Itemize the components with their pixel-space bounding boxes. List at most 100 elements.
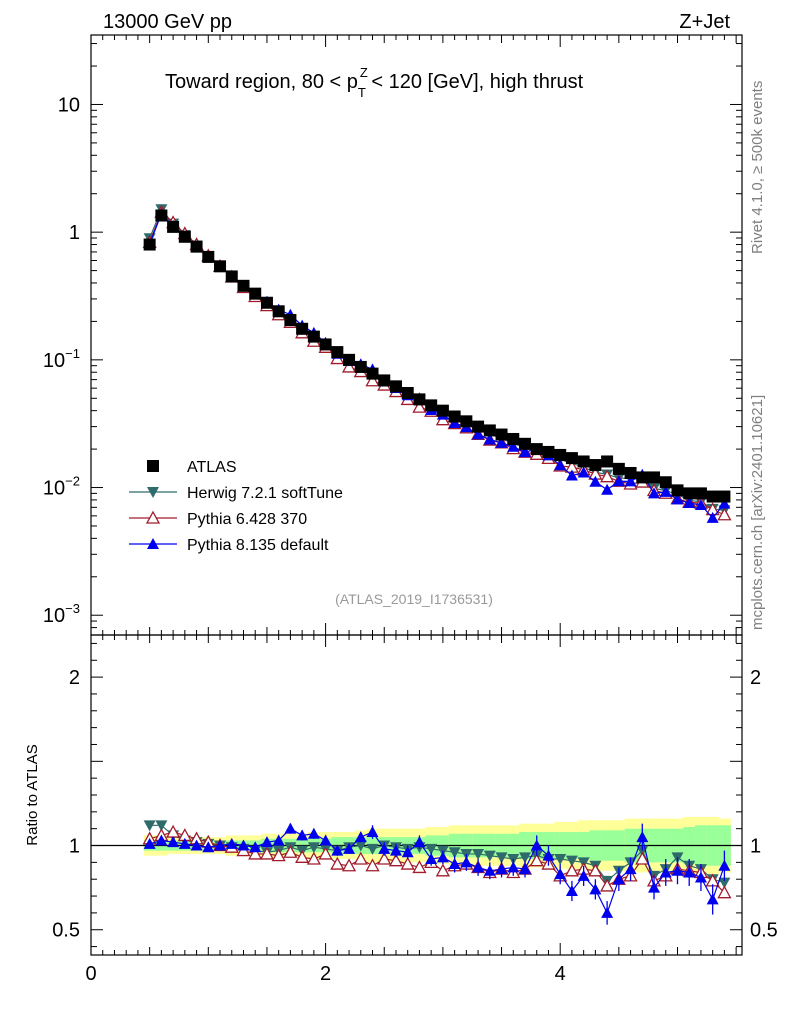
ratio-point	[143, 837, 156, 849]
legend-marker	[145, 510, 161, 524]
title-sup: Z	[360, 65, 368, 80]
ratio-point	[214, 839, 227, 851]
ratio-point	[155, 834, 168, 846]
atlas-point	[296, 322, 309, 335]
ratio-point	[331, 844, 344, 856]
ratio-point	[249, 841, 262, 853]
main-point	[683, 497, 696, 509]
main-point	[495, 436, 508, 448]
atlas-point	[249, 287, 262, 300]
ratio-point	[694, 871, 707, 883]
atlas-point	[155, 209, 168, 222]
ratio-point	[155, 820, 168, 832]
x-tick-label: 2	[320, 963, 331, 985]
ratio-point	[412, 860, 427, 874]
ratio-point	[636, 831, 649, 843]
ratio-frame	[90, 634, 743, 956]
axis-ticks	[90, 35, 742, 955]
ratio-point	[225, 837, 238, 849]
main-y-tick-label: 10−2	[43, 474, 80, 500]
ratio-point	[354, 840, 367, 852]
atlas-point	[718, 490, 731, 503]
ratio-point	[671, 864, 684, 876]
ratio-point	[318, 846, 333, 860]
atlas-point	[225, 270, 238, 283]
atlas-point	[202, 250, 215, 263]
title-start: Toward region, 80 < p	[165, 71, 358, 93]
ratio-series-3	[143, 822, 731, 925]
atlas-point	[483, 424, 496, 437]
ratio-point	[519, 863, 531, 875]
legend-label: Pythia 8.135 default	[187, 537, 329, 554]
atlas-point	[319, 338, 332, 351]
ratio-point	[319, 834, 332, 846]
atlas-point	[636, 471, 649, 484]
atlas-point	[694, 487, 707, 500]
atlas-point	[683, 487, 696, 500]
ratio-point	[295, 849, 310, 863]
x-tick-label: 0	[85, 963, 96, 985]
ratio-point	[648, 881, 661, 893]
ratio-point	[400, 856, 415, 870]
ratio-point	[435, 863, 450, 877]
main-y-tick-label: 10−1	[43, 346, 80, 372]
ratio-point	[472, 861, 485, 873]
ratio-point	[167, 836, 180, 848]
atlas-point	[577, 455, 590, 468]
legend-marker	[147, 538, 159, 549]
ratio-point	[366, 843, 379, 855]
atlas-point	[343, 353, 356, 366]
legend-marker	[147, 460, 159, 472]
ratio-ylabel: Ratio to ATLAS	[24, 744, 41, 845]
ratio-point	[460, 856, 473, 868]
x-tick-label: 4	[555, 963, 566, 985]
ratio-point	[717, 885, 732, 899]
ratio-point	[425, 843, 438, 855]
ratio-point	[284, 822, 297, 834]
legend: ATLAS Herwig 7.2.1 softTune Pythia 6.428 3…	[129, 459, 343, 554]
atlas-point	[460, 415, 473, 428]
ratio-point	[190, 839, 203, 851]
ratio-point	[353, 851, 368, 865]
ratio-point	[377, 851, 392, 865]
main-point	[612, 475, 625, 487]
ratio-point	[529, 853, 544, 867]
atlas-point	[366, 367, 379, 380]
ratio-point	[483, 850, 496, 862]
main-point	[648, 487, 661, 499]
legend-entry-3: Pythia 8.135 default	[129, 537, 329, 554]
main-point	[659, 485, 672, 497]
atlas-point	[612, 462, 625, 475]
main-y-tick-label: 10	[58, 94, 80, 116]
title-end: < 120 [GeV], high thrust	[366, 71, 584, 93]
ratio-point	[624, 863, 637, 875]
title-sub: T	[358, 85, 366, 100]
ratio-point	[507, 861, 520, 873]
main-point	[600, 469, 615, 483]
rivet-label: Rivet 4.1.0, ≥ 500k events	[749, 81, 766, 254]
ratio-point	[306, 851, 321, 865]
main-point	[507, 440, 520, 452]
ratio-point	[436, 851, 449, 863]
atlas-point	[331, 346, 344, 359]
analysis-label: (ATLAS_2019_I1736531)	[335, 591, 493, 607]
ratio-point	[483, 864, 496, 876]
ratio-point	[354, 831, 367, 843]
atlas-point	[448, 410, 461, 423]
ratio-y-tick-label-right: 2	[750, 667, 761, 689]
ratio-point	[143, 820, 156, 832]
atlas-point	[436, 404, 449, 417]
main-point	[472, 428, 485, 440]
main-point	[565, 469, 578, 481]
ratio-point	[448, 858, 461, 870]
ratio-point	[588, 863, 603, 877]
ratio-point	[202, 841, 215, 853]
main-point	[717, 507, 732, 521]
ratio-point	[425, 853, 438, 864]
main-point	[601, 483, 614, 495]
ratio-point	[565, 885, 578, 896]
ratio-point	[296, 829, 309, 841]
atlas-point	[624, 466, 637, 479]
legend-entry-0: ATLAS	[147, 459, 237, 476]
